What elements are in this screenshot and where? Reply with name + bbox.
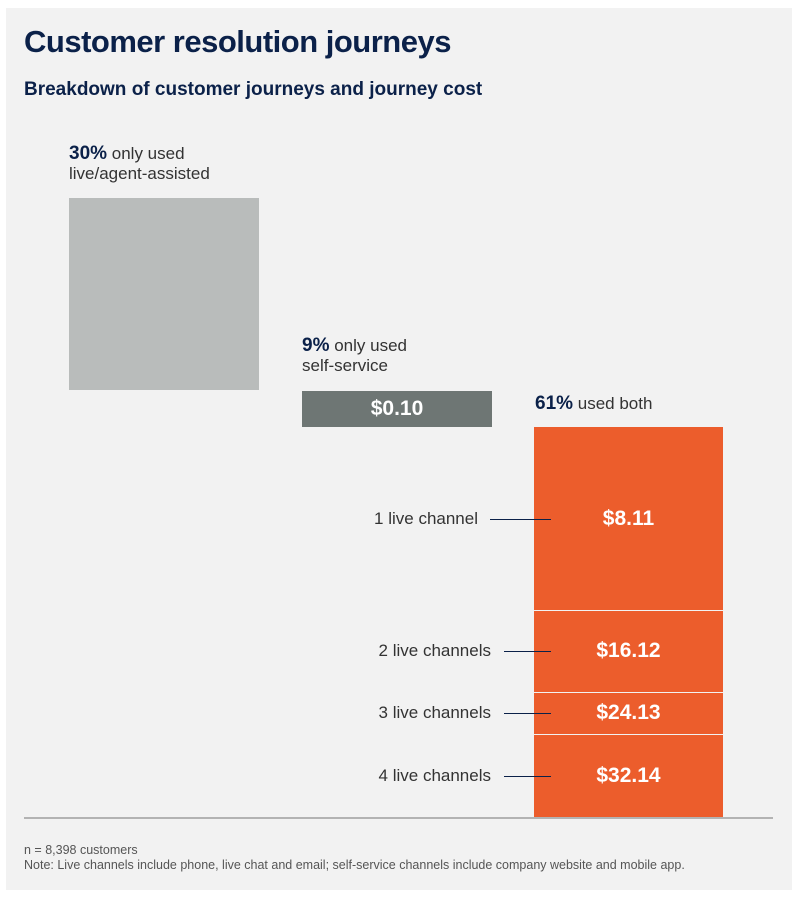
bar-self-service-cost: $0.10 [370, 397, 424, 420]
segment-label-4: 4 live channels [378, 765, 491, 785]
bar-live-only [69, 198, 259, 390]
group-pct-self-service: 9% [302, 335, 330, 356]
group-text-live-only-line1: only used [111, 144, 185, 163]
segment-label-2: 2 live channels [378, 641, 491, 661]
group-pct-both: 61% [535, 393, 574, 414]
group-pct-live-only: 30% [69, 143, 108, 164]
group-text-self-service-line1: only used [334, 336, 407, 355]
group-text-both: used both [577, 394, 653, 413]
bar-both: $8.11 $16.12 $24.13 $32.14 [534, 427, 723, 818]
segment-divider [534, 610, 723, 612]
group-label-both: 61% used both [535, 394, 652, 414]
segment-label-3: 3 live channels [378, 703, 491, 723]
segment-divider [534, 692, 723, 694]
footnote-note: Note: Live channels include phone, live … [24, 858, 685, 872]
bar-both-segment-2: $16.12 [596, 639, 661, 663]
bar-both-segment-4: $32.14 [596, 763, 661, 787]
group-text-self-service-line2: self-service [302, 356, 388, 375]
chart-title: Customer resolution journeys [24, 24, 451, 59]
group-label-live-only: 30% only used live/agent-assisted [69, 144, 210, 184]
segment-leader-line-3 [504, 713, 551, 715]
bar-both-segment-1: $8.11 [602, 506, 655, 530]
bar-both-segment-3: $24.13 [596, 701, 661, 725]
group-text-live-only-line2: live/agent-assisted [69, 164, 210, 183]
segment-leader-line-4 [504, 775, 551, 777]
group-label-self-service: 9% only used self-service [302, 336, 407, 376]
segment-divider [534, 733, 723, 735]
chart-baseline [24, 817, 773, 819]
bar-self-service: $0.10 [302, 391, 492, 427]
chart-subtitle: Breakdown of customer journeys and journ… [24, 79, 483, 100]
segment-label-1: 1 live channel [374, 508, 478, 528]
segment-leader-line-1 [490, 518, 551, 520]
footnote-sample-size: n = 8,398 customers [24, 843, 138, 857]
segment-leader-line-2 [504, 651, 551, 653]
